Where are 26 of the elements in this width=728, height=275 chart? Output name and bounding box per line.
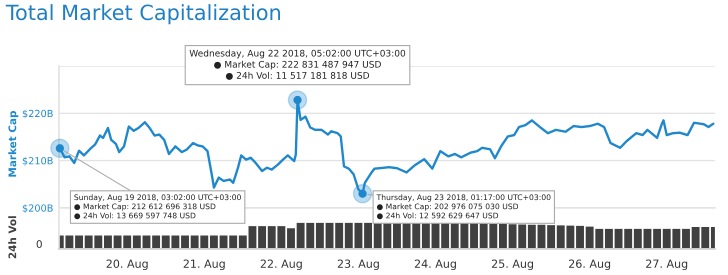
- y-tick-label: $200B: [22, 204, 53, 214]
- x-tick-label: 22. Aug: [260, 259, 302, 270]
- bar: [518, 224, 526, 249]
- bar: [556, 225, 565, 249]
- point: [352, 184, 372, 204]
- x-tick-label: 24. Aug: [414, 259, 456, 270]
- y-tick-label: $210B: [22, 156, 53, 166]
- chart-title: Total Market Capitalization: [6, 4, 280, 24]
- x-tick-label: 27. Aug: [646, 259, 688, 270]
- point: [50, 138, 70, 158]
- x-tick-label: 23. Aug: [338, 259, 379, 270]
- x-tick-label: 25. Aug: [492, 259, 534, 270]
- bar: [306, 222, 314, 249]
- text: 0: [36, 240, 42, 248]
- x-tick-label: 20. Aug: [106, 259, 148, 270]
- bar: [662, 228, 671, 249]
- bar: [268, 226, 276, 249]
- bar: [344, 222, 353, 249]
- x-tick-label: 26. Aug: [569, 259, 610, 270]
- y-axis-title: Market Cap: [8, 111, 18, 177]
- bar: [595, 228, 604, 249]
- point: [288, 90, 308, 110]
- y-axis-title: 24h Vol: [8, 216, 16, 258]
- y-tick-label: $220B: [22, 110, 53, 118]
- x-tick-label: 21. Aug: [184, 259, 225, 270]
- annotation: Wednesday, Aug 22 2018, 05:02:00 UTC+03:00 ● Market Cap: 222 831 487 947 USD ● 24h Vol: 11 517 181 818 USD: [190, 50, 406, 80]
